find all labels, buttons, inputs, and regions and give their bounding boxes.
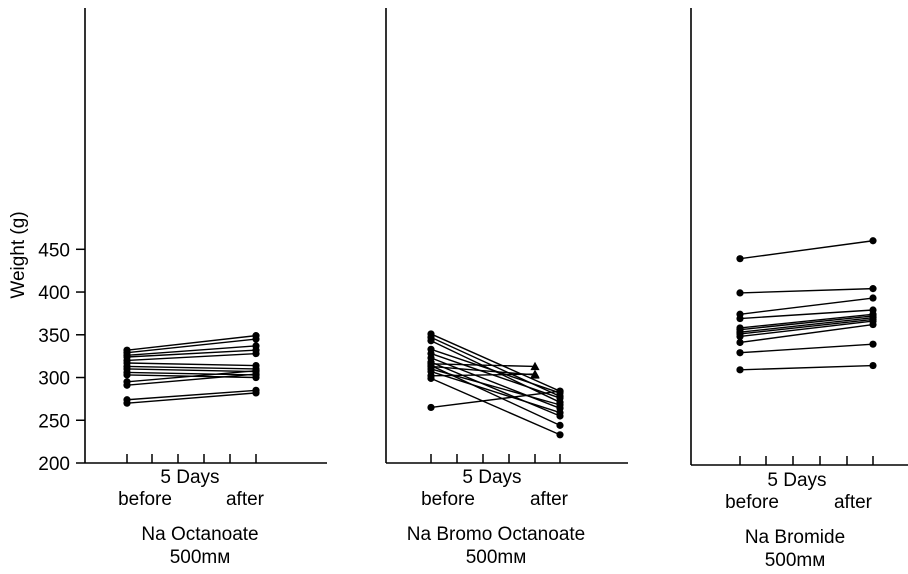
weight-change-line	[739, 313, 874, 329]
y-axis: 200 250 300 350 400 450	[38, 240, 85, 475]
before-point	[123, 381, 131, 389]
before-label: before	[421, 489, 475, 510]
weight-change-line	[430, 363, 536, 368]
after-point	[869, 340, 877, 348]
weight-change-line	[739, 287, 874, 294]
before-point	[123, 399, 131, 407]
after-label: after	[226, 489, 265, 510]
panel-concentration: 500mм	[466, 547, 527, 568]
before-point	[427, 403, 435, 412]
before-point	[736, 349, 744, 357]
panel-caption: Na Bromo Octanoate	[407, 524, 585, 545]
weight-change-line	[126, 365, 257, 370]
before-point	[736, 314, 744, 323]
before-point	[736, 366, 744, 374]
weight-change-line	[739, 343, 874, 354]
before-point	[736, 289, 744, 297]
panel-na-octanoate: 5 Days before after Na Octanoate 500mм	[84, 8, 327, 568]
after-label: after	[834, 492, 873, 513]
weight-change-line	[739, 320, 874, 338]
weight-change-line	[739, 318, 874, 335]
before-label: before	[725, 492, 779, 513]
after-point	[252, 349, 260, 358]
y-tick-label: 400	[38, 283, 70, 304]
weight-change-line	[126, 392, 257, 404]
panel-concentration: 500mм	[170, 547, 231, 568]
before-point	[736, 255, 744, 263]
before-point	[427, 337, 435, 345]
weight-change-line	[739, 364, 874, 371]
after-point	[869, 361, 877, 370]
weight-change-line	[126, 349, 257, 358]
after-point	[556, 394, 564, 402]
period-label: 5 Days	[462, 467, 521, 488]
before-point	[427, 360, 435, 368]
weight-change-line	[126, 369, 257, 383]
weight-change-line	[126, 334, 257, 351]
weight-change-line	[430, 336, 561, 397]
weight-change-line	[430, 352, 561, 399]
y-tick-label: 300	[38, 369, 70, 390]
after-point	[869, 237, 877, 245]
before-point	[736, 332, 744, 341]
after-point	[869, 320, 877, 329]
weight-change-line	[430, 361, 561, 417]
triangle-point	[530, 361, 540, 371]
before-point	[123, 371, 131, 379]
after-point	[556, 431, 564, 439]
y-tick-label: 450	[38, 240, 70, 261]
weight-change-line	[739, 309, 874, 320]
period-label: 5 Days	[767, 470, 826, 491]
weight-change-line	[739, 297, 874, 315]
y-axis-label: Weight (g)	[8, 211, 29, 298]
before-label: before	[118, 489, 172, 510]
weight-change-line	[126, 371, 257, 376]
weight-change-line	[126, 373, 257, 386]
weight-change-line	[126, 352, 257, 362]
y-tick-label: 200	[38, 454, 70, 475]
after-point	[556, 421, 564, 429]
weight-change-line	[739, 315, 874, 331]
triangle-point	[530, 369, 540, 378]
after-point	[252, 389, 260, 397]
after-point	[252, 370, 260, 378]
after-label: after	[530, 489, 569, 510]
weight-change-line	[739, 316, 874, 333]
y-tick-label: 250	[38, 411, 70, 432]
before-point	[427, 372, 435, 380]
panel-na-bromide: 5 Days before after Na Bromide 500mм	[690, 8, 908, 571]
weight-change-line	[430, 357, 561, 409]
panel-caption: Na Octanoate	[141, 524, 258, 545]
weight-change-line	[126, 345, 257, 356]
panel-caption: Na Bromide	[745, 527, 845, 548]
weight-change-line	[430, 377, 561, 436]
after-point	[252, 335, 260, 343]
after-point	[556, 401, 564, 409]
after-point	[556, 387, 564, 395]
panel-concentration: 500mм	[765, 550, 826, 569]
before-point	[736, 338, 744, 347]
weight-change-line	[430, 390, 561, 409]
weight-change-line	[739, 240, 874, 260]
weight-change-line	[126, 338, 257, 354]
after-point	[869, 294, 877, 302]
weight-change-line	[430, 373, 536, 377]
weight-change-line	[126, 362, 257, 367]
weight-change-line	[430, 333, 561, 392]
period-label: 5 Days	[160, 467, 219, 488]
weight-change-line	[430, 365, 536, 376]
weight-change-line	[430, 370, 561, 414]
weight-change-line	[126, 389, 257, 401]
after-point	[556, 408, 564, 417]
y-tick-label: 350	[38, 326, 70, 347]
panel-na-bromo-octanoate: 5 Days before after Na Bromo Octanoate 5…	[385, 8, 628, 568]
weight-change-line	[739, 323, 874, 344]
weight-change-line	[126, 368, 257, 373]
after-point	[869, 285, 877, 293]
